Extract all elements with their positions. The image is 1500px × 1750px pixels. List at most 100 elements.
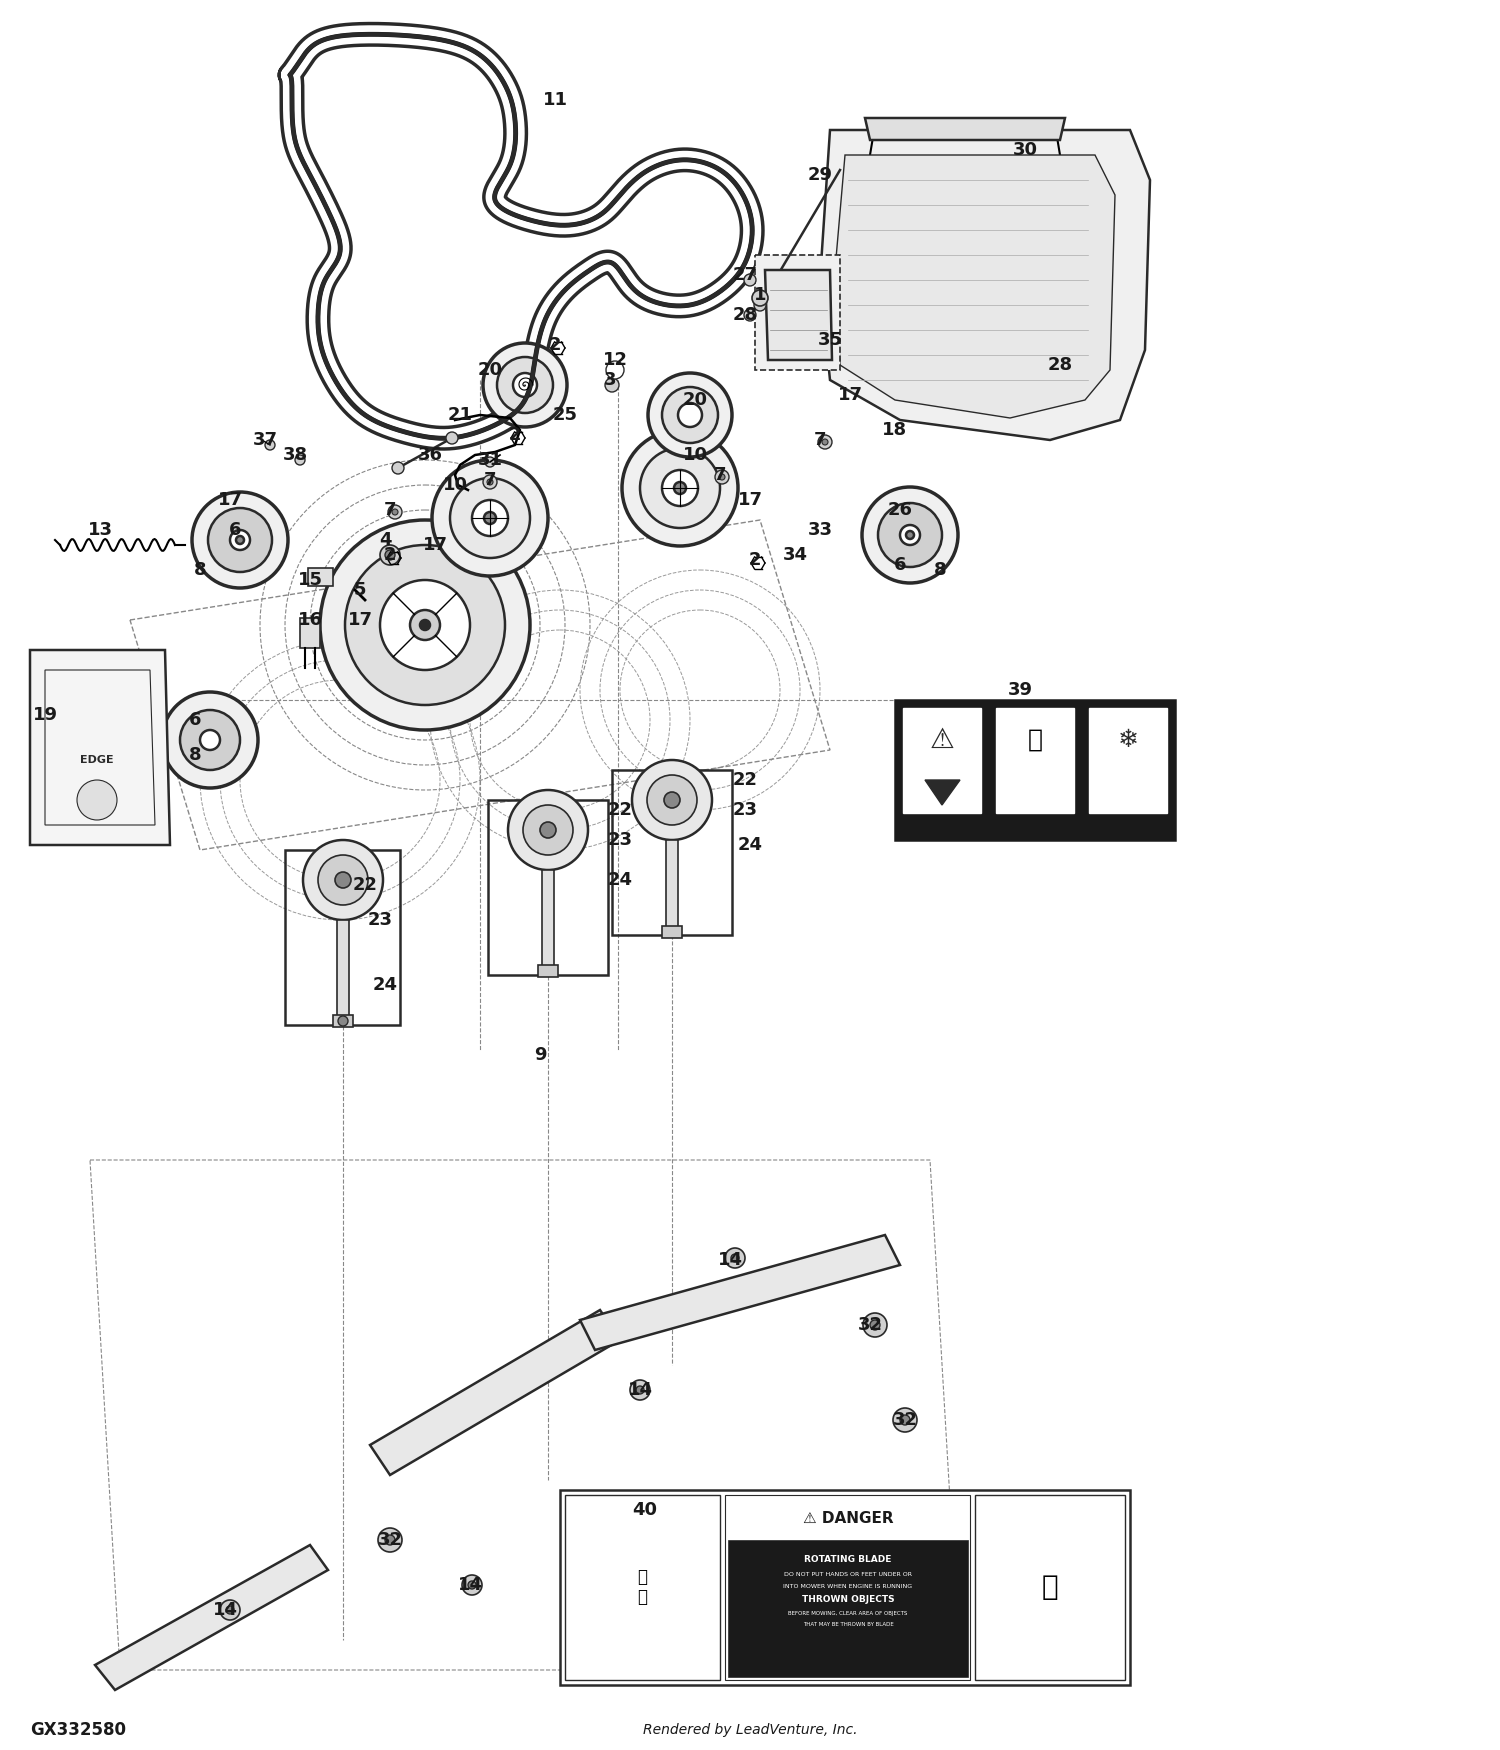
Text: 33: 33 — [807, 522, 832, 539]
Bar — [333, 1015, 352, 1027]
Text: 40: 40 — [633, 1502, 657, 1519]
Text: 31: 31 — [477, 452, 502, 469]
Text: 24: 24 — [738, 836, 762, 854]
Bar — [666, 840, 678, 929]
Circle shape — [900, 1416, 910, 1424]
Text: 7: 7 — [483, 471, 496, 488]
Circle shape — [410, 611, 440, 640]
Circle shape — [334, 872, 351, 887]
Circle shape — [345, 544, 506, 705]
Bar — [975, 1494, 1125, 1680]
Circle shape — [320, 520, 530, 730]
Bar — [896, 700, 1174, 840]
Text: 🏃: 🏃 — [1041, 1573, 1059, 1601]
Text: ⚠: ⚠ — [930, 726, 954, 754]
Text: 27: 27 — [732, 266, 758, 284]
Circle shape — [540, 822, 556, 838]
Text: THAT MAY BE THROWN BY BLADE: THAT MAY BE THROWN BY BLADE — [802, 1622, 894, 1626]
Text: 28: 28 — [1047, 355, 1072, 374]
Text: 25: 25 — [552, 406, 578, 423]
Bar — [560, 1489, 1130, 1685]
Text: 11: 11 — [543, 91, 567, 108]
Text: 🦶
🚜: 🦶 🚜 — [638, 1568, 646, 1606]
Circle shape — [730, 1255, 740, 1262]
Polygon shape — [836, 156, 1114, 418]
Circle shape — [318, 856, 368, 905]
Circle shape — [716, 471, 729, 485]
Text: 14: 14 — [717, 1251, 742, 1269]
Circle shape — [488, 480, 494, 485]
Text: 30: 30 — [1013, 142, 1038, 159]
Text: 21: 21 — [447, 406, 472, 423]
Text: 38: 38 — [282, 446, 308, 464]
Text: DO NOT PUT HANDS OR FEET UNDER OR: DO NOT PUT HANDS OR FEET UNDER OR — [784, 1573, 912, 1577]
Text: 32: 32 — [378, 1531, 402, 1549]
Circle shape — [266, 439, 274, 450]
Bar — [1089, 709, 1167, 814]
Bar — [566, 1494, 720, 1680]
Circle shape — [472, 500, 508, 536]
Circle shape — [236, 536, 244, 544]
Circle shape — [900, 525, 920, 544]
Bar — [488, 800, 608, 975]
Circle shape — [450, 478, 530, 558]
Text: DO NOT OPERATE MOWER WITHOUT: DO NOT OPERATE MOWER WITHOUT — [798, 1643, 897, 1647]
Bar — [300, 618, 320, 648]
Circle shape — [606, 360, 624, 380]
Text: 17: 17 — [348, 611, 372, 628]
Text: 34: 34 — [783, 546, 807, 564]
Text: 15: 15 — [297, 570, 322, 590]
Text: 20: 20 — [682, 390, 708, 410]
Circle shape — [752, 290, 768, 306]
Text: 7: 7 — [813, 430, 826, 450]
Text: 12: 12 — [603, 352, 627, 369]
Circle shape — [640, 448, 720, 528]
Text: 23: 23 — [368, 912, 393, 929]
Bar — [308, 569, 333, 586]
Circle shape — [862, 1312, 886, 1337]
Circle shape — [744, 275, 756, 285]
Text: CATCHER IN PLACE: CATCHER IN PLACE — [822, 1662, 873, 1668]
Circle shape — [678, 402, 702, 427]
Text: ⚠ DANGER: ⚠ DANGER — [802, 1510, 894, 1526]
Circle shape — [338, 1017, 348, 1026]
Circle shape — [632, 760, 712, 840]
Bar — [662, 926, 682, 938]
Circle shape — [862, 487, 958, 583]
Circle shape — [513, 373, 537, 397]
Text: 20: 20 — [477, 360, 502, 380]
Circle shape — [420, 620, 430, 630]
Circle shape — [822, 439, 828, 444]
Circle shape — [296, 455, 304, 466]
Text: EDGE: EDGE — [80, 754, 114, 765]
Text: 32: 32 — [892, 1410, 918, 1430]
Text: 5: 5 — [354, 581, 366, 598]
Text: THROWN OBJECTS: THROWN OBJECTS — [801, 1596, 894, 1605]
Circle shape — [484, 457, 495, 467]
Circle shape — [662, 387, 718, 443]
Circle shape — [392, 462, 404, 474]
Circle shape — [180, 710, 240, 770]
Text: 6: 6 — [228, 522, 242, 539]
Circle shape — [162, 691, 258, 788]
Polygon shape — [865, 117, 1065, 140]
Circle shape — [648, 373, 732, 457]
Text: 10: 10 — [682, 446, 708, 464]
Circle shape — [200, 730, 220, 751]
Text: 24: 24 — [608, 872, 633, 889]
Circle shape — [220, 1600, 240, 1620]
Text: 22: 22 — [608, 802, 633, 819]
Circle shape — [818, 436, 833, 450]
Circle shape — [380, 579, 470, 670]
Circle shape — [386, 1535, 394, 1545]
Text: 7: 7 — [714, 466, 726, 485]
Circle shape — [509, 789, 588, 870]
Circle shape — [870, 1320, 880, 1330]
Bar — [612, 770, 732, 934]
Circle shape — [674, 481, 686, 493]
Text: 28: 28 — [732, 306, 758, 324]
Bar — [542, 870, 554, 970]
Text: 17: 17 — [738, 492, 762, 509]
Text: 26: 26 — [888, 500, 912, 520]
Circle shape — [462, 1575, 482, 1594]
